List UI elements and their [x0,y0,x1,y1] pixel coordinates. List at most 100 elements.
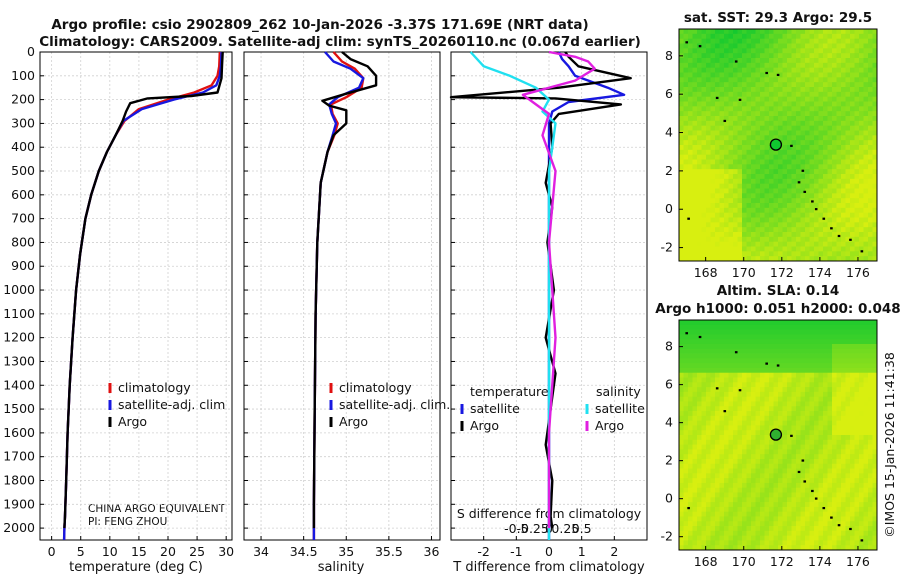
map-cell [845,135,851,141]
map-cell [850,149,855,156]
map-cell [823,324,828,330]
map-cell [836,334,842,340]
map-cell [782,212,788,218]
map-cell [778,149,783,156]
map-cell [697,198,702,204]
map-cell [863,492,869,498]
map-cell [796,241,801,247]
map-cell [823,396,828,402]
map-cell [809,415,815,422]
map-cell [755,502,761,508]
map-cell [836,106,842,112]
map-cell [800,353,806,359]
map-cell [787,169,792,175]
map-cell [796,251,801,257]
map-cell [719,87,725,93]
map-cell [836,324,842,330]
map-cell [755,435,761,441]
map-cell [679,116,684,122]
map-cell [728,511,734,517]
map-cell [872,203,878,209]
map-cell [688,154,693,160]
map-cell [746,320,752,326]
map-cell [728,463,734,469]
y-tick-label: 200 [11,92,35,107]
map-cell [800,159,806,165]
map-cell [701,506,707,513]
map-cell [872,58,878,64]
map-cell [832,324,837,330]
map-cell [688,62,693,69]
map-cell [841,188,846,194]
y-tick-label: -2 [661,529,673,544]
map-cell [868,406,873,412]
map-cell [796,425,801,431]
map-cell [728,358,734,364]
map-cell [868,53,873,59]
map-cell [755,473,761,479]
map-cell [859,521,864,527]
map-cell [868,535,873,541]
map-cell [719,506,725,513]
map-cell [701,217,707,223]
map-cell [683,232,689,238]
map-cell [805,149,810,156]
map-cell [809,363,815,369]
map-cell [706,43,711,49]
map-cell [746,87,752,93]
map-cell [742,348,747,354]
map-cell [841,48,846,54]
map-cell [850,154,855,160]
map-cell [778,174,783,180]
island [849,527,852,531]
map-cell [854,401,860,407]
map-cell [868,377,873,383]
map-cell [764,217,770,223]
map-cell [742,468,747,474]
map-cell [841,246,846,252]
map-cell [787,339,792,345]
map-cell [787,207,792,214]
map-cell [841,363,846,369]
map-cell [863,377,869,383]
map-cell [836,193,842,199]
map-cell [827,159,833,165]
map-cell [782,502,788,508]
map-cell [697,154,702,160]
map-cell [832,415,837,422]
map-cell [854,77,860,83]
map-cell [742,540,747,546]
map-cell [710,396,716,402]
map-cell [845,149,851,156]
map-cell [724,48,729,54]
map-cell [805,227,810,233]
map-cell [818,174,824,180]
map-cell [841,29,846,35]
map-cell [823,43,828,49]
map-cell [706,149,711,156]
map-cell [778,38,783,44]
map-cell [701,502,707,508]
map-cell [764,183,770,189]
map-cell [863,91,869,98]
map-cell [679,444,684,450]
map-cell [782,473,788,479]
map-cell [796,183,801,189]
map-cell [791,212,797,218]
map-cell [778,540,783,546]
map-cell [746,425,752,431]
map-cell [724,334,729,340]
map-cell [854,241,860,247]
map-cell [773,116,779,122]
map-cell [710,246,716,252]
map-cell [760,212,765,218]
map-cell [719,193,725,199]
map-cell [733,492,738,498]
map-cell [760,29,765,35]
map-cell [868,482,873,489]
map-cell [679,232,684,238]
map-cell [688,178,693,185]
axes-frame [243,51,441,541]
map-cell [859,91,864,98]
map-cell [683,125,689,131]
